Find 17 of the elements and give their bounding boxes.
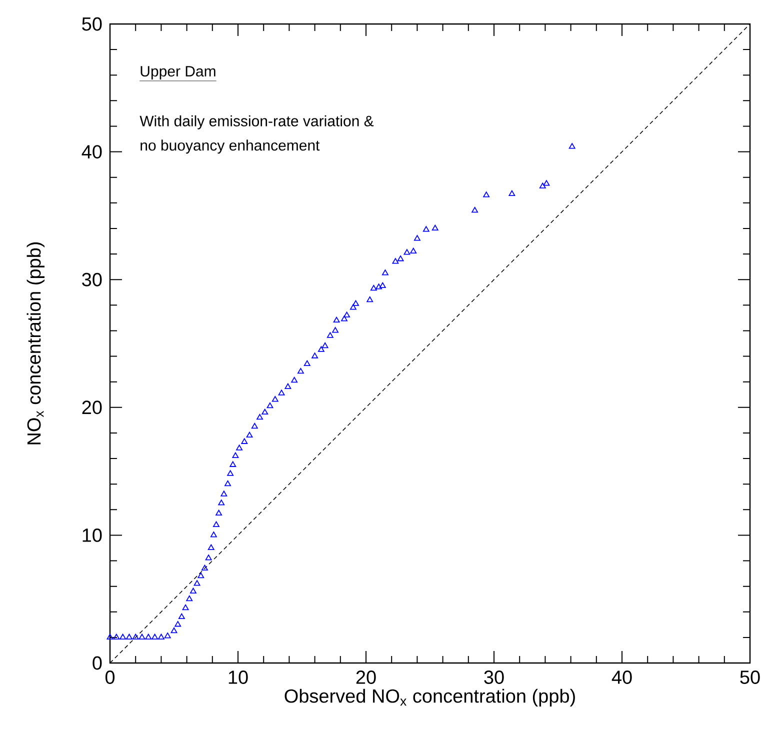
x-tick-label: 30 [484, 670, 504, 684]
y-tick-label: 10 [82, 528, 102, 542]
y-tick-label: 40 [82, 145, 102, 159]
annotation: Upper Dam [140, 66, 216, 80]
y-tick-label: 0 [92, 656, 102, 670]
annotation: With daily emission-rate variation & [140, 115, 374, 130]
x-tick-label: 0 [105, 670, 115, 684]
x-tick-label: 50 [740, 670, 760, 684]
x-tick-label: 20 [356, 670, 376, 684]
x-axis-title: Observed NO$_{x}$ concentration (ppb) [284, 688, 575, 707]
x-tick-label: 40 [612, 670, 632, 684]
y-axis-title: NO$_{x}$ concentration (ppb) [26, 242, 44, 444]
annotation: no buoyancy enhancement [140, 140, 320, 154]
y-tick-label: 30 [82, 272, 102, 286]
x-tick-label: 10 [228, 670, 248, 684]
y-tick-label: 50 [82, 17, 102, 31]
y-tick-label: 20 [82, 400, 102, 414]
